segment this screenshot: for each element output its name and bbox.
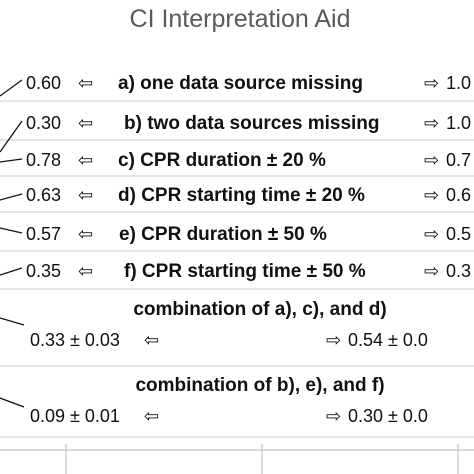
upper-bound-value: 1.0 — [446, 113, 471, 133]
leader-line — [0, 158, 23, 163]
left-arrow-icon: ⇦ — [144, 406, 159, 426]
left-arrow-icon: ⇦ — [78, 113, 93, 133]
left-arrow-icon: ⇦ — [78, 185, 93, 205]
upper-bound-value: 0.54 ± 0.0 — [348, 330, 428, 350]
interpretation-row: b) two data sources missing 0.30 ⇦ ⇨ 1.0 — [26, 113, 471, 134]
leader-line — [0, 193, 23, 201]
right-arrow-icon: ⇨ — [424, 185, 439, 205]
row-label: a) one data source missing — [118, 73, 363, 94]
interpretation-row: e) CPR duration ± 50 % 0.57 ⇦ ⇨ 0.5 — [26, 224, 471, 245]
right-arrow-icon: ⇨ — [424, 150, 439, 170]
interpretation-row: a) one data source missing 0.60 ⇦ ⇨ 1.0 — [26, 73, 471, 94]
row-label: e) CPR duration ± 50 % — [119, 224, 327, 245]
leader-lines — [0, 79, 25, 408]
row-separators — [0, 100, 474, 438]
interpretation-row: combination of b), e), and f) 0.09 ± 0.01… — [30, 375, 428, 426]
left-arrow-icon: ⇦ — [78, 73, 93, 93]
lower-bound-value: 0.09 ± 0.01 — [30, 406, 120, 426]
interpretation-row: f) CPR starting time ± 50 % 0.35 ⇦ ⇨ 0.3 — [26, 261, 471, 282]
lower-bound-value: 0.78 — [26, 150, 61, 170]
leader-line — [0, 79, 23, 97]
interpretation-row: combination of a), c), and d) 0.33 ± 0.03… — [30, 299, 428, 350]
lower-bound-value: 0.60 — [26, 73, 61, 93]
chart-title: CI Interpretation Aid — [130, 5, 351, 33]
upper-bound-value: 1.0 — [446, 73, 471, 93]
upper-bound-value: 0.3 — [446, 261, 471, 281]
row-label: combination of b), e), and f) — [135, 375, 384, 396]
leader-line — [0, 227, 23, 234]
right-arrow-icon: ⇨ — [326, 406, 341, 426]
leader-line — [0, 317, 25, 326]
row-label: c) CPR duration ± 20 % — [118, 150, 326, 171]
leader-line — [0, 267, 23, 276]
left-arrow-icon: ⇦ — [78, 150, 93, 170]
left-arrow-icon: ⇦ — [78, 224, 93, 244]
leader-line — [0, 397, 25, 408]
right-arrow-icon: ⇨ — [424, 113, 439, 133]
row-label: b) two data sources missing — [124, 113, 380, 134]
lower-bound-value: 0.30 — [26, 113, 61, 133]
upper-bound-value: 0.6 — [446, 185, 471, 205]
bottom-axis — [0, 444, 474, 474]
leader-line — [0, 120, 23, 153]
row-label: f) CPR starting time ± 50 % — [124, 261, 366, 282]
lower-bound-value: 0.33 ± 0.03 — [30, 330, 120, 350]
row-label: d) CPR starting time ± 20 % — [118, 185, 365, 206]
lower-bound-value: 0.35 — [26, 261, 61, 281]
left-arrow-icon: ⇦ — [78, 261, 93, 281]
right-arrow-icon: ⇨ — [424, 261, 439, 281]
lower-bound-value: 0.57 — [26, 224, 61, 244]
interpretation-row: c) CPR duration ± 20 % 0.78 ⇦ ⇨ 0.7 — [26, 150, 471, 171]
lower-bound-value: 0.63 — [26, 185, 61, 205]
upper-bound-value: 0.5 — [446, 224, 471, 244]
upper-bound-value: 0.7 — [446, 150, 471, 170]
upper-bound-value: 0.30 ± 0.0 — [348, 406, 428, 426]
right-arrow-icon: ⇨ — [424, 224, 439, 244]
interpretation-row: d) CPR starting time ± 20 % 0.63 ⇦ ⇨ 0.6 — [26, 185, 471, 206]
right-arrow-icon: ⇨ — [326, 330, 341, 350]
right-arrow-icon: ⇨ — [424, 73, 439, 93]
row-label: combination of a), c), and d) — [133, 299, 386, 320]
left-arrow-icon: ⇦ — [144, 330, 159, 350]
